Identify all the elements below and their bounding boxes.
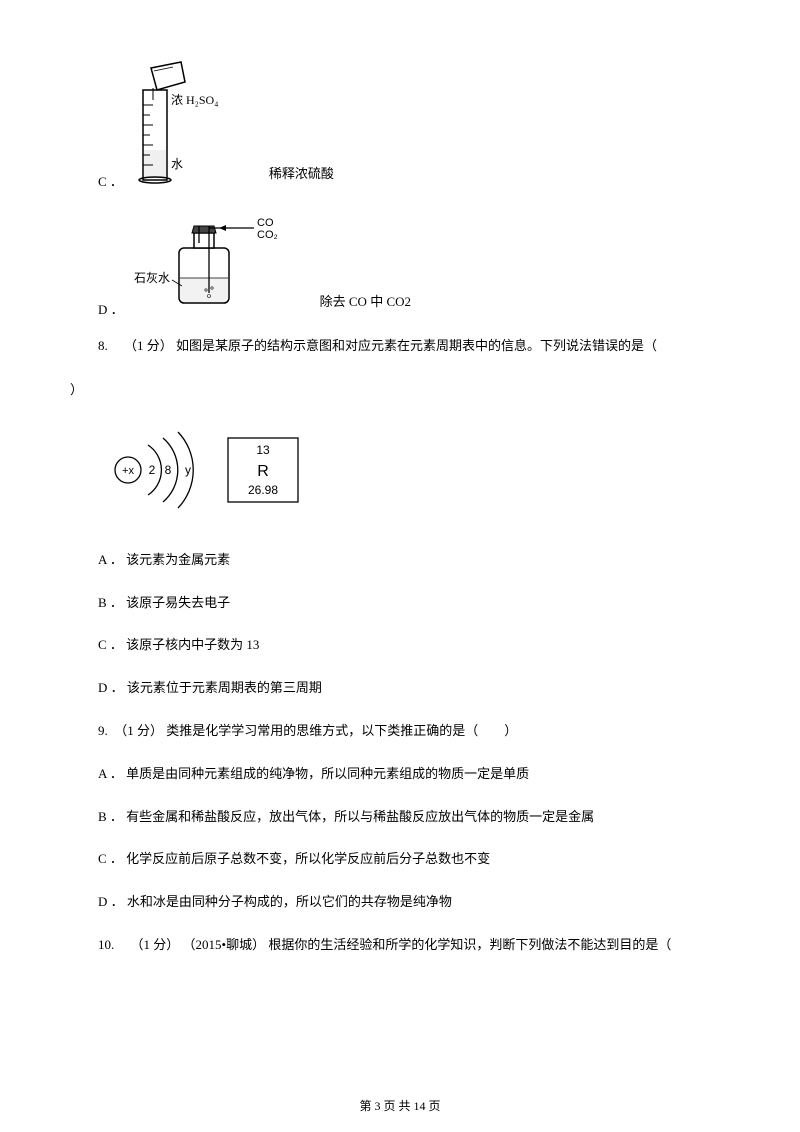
cylinder-diagram: 水 浓 H₂SO₄ [123,60,253,190]
q9-stem: 9. （1 分） 类推是化学学习常用的思维方式，以下类推正确的是（ ） [70,721,730,742]
option-d-text: 除去 CO 中 CO2 [310,291,411,318]
page: C ． 水 [0,0,800,1132]
svg-text:CO₂: CO₂ [257,229,278,241]
q9-option-b: B ． 有些金属和稀盐酸反应，放出气体，所以与稀盐酸反应放出气体的物质一定是金属 [70,807,730,828]
q10-text: 根据你的生活经验和所学的化学知识，判断下列做法不能达到目的是（ [268,937,671,952]
q8-option-a: A ． 该元素为金属元素 [70,550,730,571]
q9-points: （1 分） [114,723,163,738]
q10-stem: 10. （1 分） （2015•聊城） 根据你的生活经验和所学的化学知识，判断下… [70,935,730,956]
q8-text: 如图是某原子的结构示意图和对应元素在元素周期表中的信息。下列说法错误的是（ [176,338,657,353]
q8-stem: 8. （1 分） 如图是某原子的结构示意图和对应元素在元素周期表中的信息。下列说… [70,336,730,357]
svg-text:R: R [257,463,269,480]
svg-text:y: y [185,463,191,477]
svg-text:2: 2 [149,463,156,477]
q8-option-d: D ． 该元素位于元素周期表的第三周期 [70,678,730,699]
q10-number: 10. [98,937,114,952]
option-c-row: C ． 水 [70,60,730,190]
q8-number: 8. [98,338,108,353]
q8-option-c: C ． 该原子核内中子数为 13 [70,635,730,656]
option-d-prefix: D ． [98,299,124,318]
svg-text:+x: +x [122,465,134,477]
svg-text:CO: CO [257,217,274,229]
q9-number: 9. [98,723,108,738]
svg-text:石灰水: 石灰水 [134,271,170,285]
svg-text:26.98: 26.98 [248,483,278,497]
option-c-prefix: C ． [98,171,123,190]
wash-bottle-diagram: CO CO₂ 石灰水 [124,208,304,318]
option-d-row: D ． [70,208,730,318]
q9-text: 类推是化学学习常用的思维方式，以下类推正确的是（ ） [166,723,517,738]
svg-text:浓 H₂SO₄: 浓 H₂SO₄ [171,93,218,107]
svg-text:13: 13 [256,443,270,457]
page-footer: 第 3 页 共 14 页 [0,1097,800,1114]
q8-close-paren: ） [70,379,730,398]
q9-option-a: A ． 单质是由同种元素组成的纯净物，所以同种元素组成的物质一定是单质 [70,764,730,785]
q8-option-b: B ． 该原子易失去电子 [70,593,730,614]
svg-text:8: 8 [165,463,172,477]
q9-option-c: C ． 化学反应前后原子总数不变，所以化学反应前后分子总数也不变 [70,849,730,870]
q9-option-d: D ． 水和冰是由同种分子构成的，所以它们的共存物是纯净物 [70,892,730,913]
option-c-text: 稀释浓硫酸 [259,163,334,190]
q10-source: （2015•聊城） [183,937,266,952]
q10-points: （1 分） [131,937,180,952]
q8-points: （1 分） [124,338,173,353]
svg-text:水: 水 [171,157,183,171]
q8-figure: +x 2 8 y 13 R 26.98 [70,420,730,520]
